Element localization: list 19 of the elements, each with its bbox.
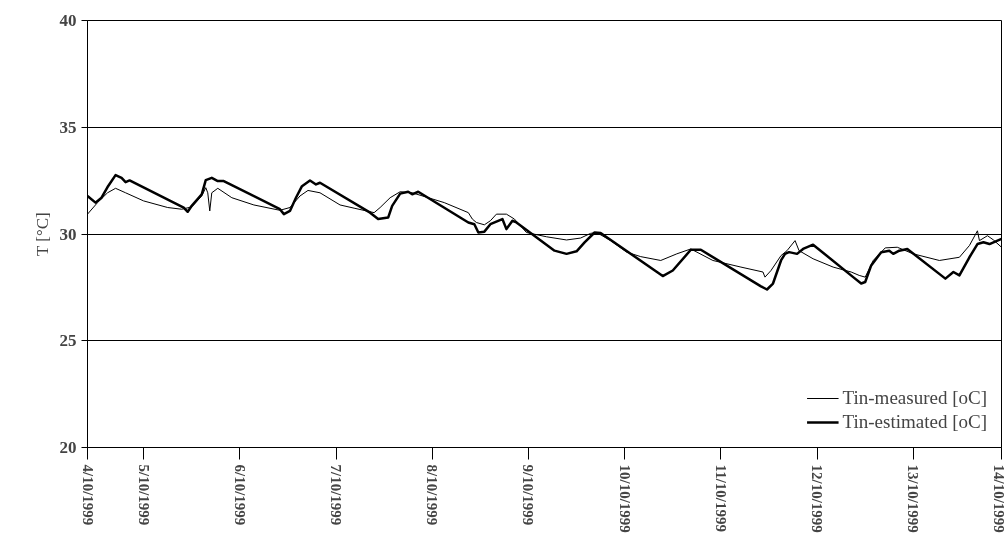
y-tick-label: 40 [59,11,77,30]
x-tick-label: 14/10/1999 [990,464,1006,533]
x-tick-label: 6/10/1999 [231,464,248,526]
y-tick-label: 20 [59,438,77,457]
x-tick-label: 11/10/1999 [712,464,729,533]
x-tick-label: 4/10/1999 [79,464,96,526]
legend-label: Tin-measured [oC] [842,387,987,409]
x-tick-label: 10/10/1999 [616,464,633,533]
y-tick-label: 35 [59,117,77,137]
y-tick-label: 30 [59,224,77,244]
legend-label: Tin-estimated [oC] [842,411,987,433]
x-tick-label: 9/10/1999 [520,464,537,526]
x-tick-label: 5/10/1999 [135,464,152,526]
x-tick-label: 12/10/1999 [809,464,826,533]
x-tick-label: 13/10/1999 [905,464,922,533]
y-tick-label: 25 [59,331,77,351]
x-tick-label: 7/10/1999 [328,464,345,526]
y-axis-title: T [°C] [32,212,52,257]
x-tick-label: 8/10/1999 [424,464,441,526]
